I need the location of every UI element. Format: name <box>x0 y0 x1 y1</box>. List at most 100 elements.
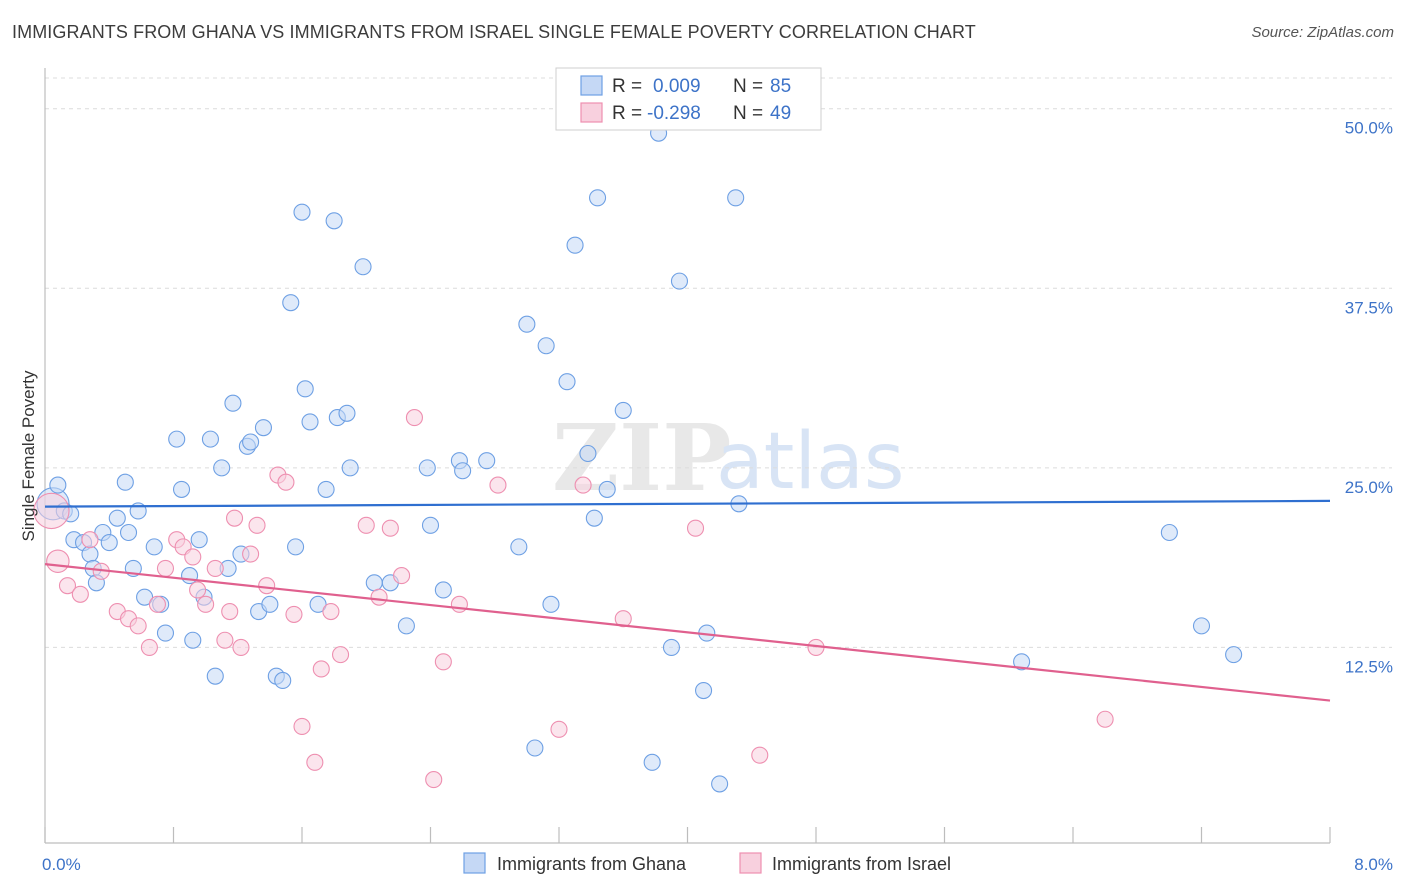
israel-point <box>331 646 350 664</box>
chart-title: IMMIGRANTS FROM GHANA VS IMMIGRANTS FROM… <box>12 22 976 42</box>
ghana-point <box>274 671 292 690</box>
israel-point <box>216 631 234 649</box>
bottom-legend-label-ghana: Immigrants from Ghana <box>497 854 687 874</box>
ghana-point <box>662 638 680 656</box>
israel-point <box>370 588 388 606</box>
legend-swatch-ghana <box>580 75 603 96</box>
ghana-point <box>119 523 138 542</box>
watermark-atlas: atlas <box>716 417 905 507</box>
legend-r-value-ghana: 0.009 <box>653 76 701 97</box>
israel-point <box>686 519 705 537</box>
bottom-legend-swatch-ghana <box>463 852 486 874</box>
ghana-point <box>454 462 472 480</box>
ghana-point <box>585 509 603 527</box>
legend-r-label-israel: R = <box>612 103 642 124</box>
legend-n-label-ghana: N = <box>733 76 763 97</box>
ghana-point <box>365 574 383 592</box>
israel-point <box>450 595 468 613</box>
ghana-point <box>108 509 126 527</box>
legend-swatch-israel <box>580 102 603 123</box>
ghana-point <box>1225 646 1243 664</box>
y-tick-label: 50.0% <box>1345 119 1393 138</box>
ghana-point <box>296 380 314 398</box>
ghana-point <box>261 595 279 613</box>
legend-r-label-ghana: R = <box>612 76 642 97</box>
legend-n-label-israel: N = <box>733 103 763 124</box>
israel-point <box>81 531 99 549</box>
ghana-point <box>100 534 118 552</box>
ghana-point <box>418 459 436 477</box>
israel-point <box>550 720 568 738</box>
ghana-point <box>145 538 163 556</box>
ghana-point <box>397 617 415 635</box>
israel-point <box>285 605 303 623</box>
ghana-point <box>184 631 202 649</box>
israel-point <box>225 509 244 527</box>
ghana-point <box>354 258 372 276</box>
ghana-point <box>537 337 555 355</box>
ghana-point <box>711 775 729 793</box>
ghana-point <box>614 401 632 419</box>
axes <box>44 68 1331 844</box>
ghana-point <box>190 531 208 549</box>
ghana-point <box>254 419 273 437</box>
series-ghana-points <box>36 124 1243 793</box>
israel-point <box>184 548 202 566</box>
israel-point <box>71 585 89 603</box>
y-tick-label: 12.5% <box>1345 657 1393 676</box>
ghana-point <box>670 272 689 290</box>
ghana-point <box>168 430 186 448</box>
ghana-point <box>325 212 343 230</box>
ghana-point <box>287 538 305 556</box>
israel-point <box>489 476 507 494</box>
gridlines <box>45 77 1392 648</box>
ghana-point <box>579 444 597 463</box>
israel-point <box>614 610 632 628</box>
ghana-point <box>206 667 224 685</box>
ghana-point <box>224 394 242 412</box>
israel-point <box>434 653 452 671</box>
ghana-point <box>421 516 440 534</box>
x-tick-label-max: 8.0% <box>1354 855 1393 874</box>
israel-point <box>58 577 77 595</box>
israel-trend-line <box>44 563 1331 702</box>
israel-point <box>306 753 324 771</box>
israel-point <box>751 746 769 764</box>
israel-point <box>197 595 215 613</box>
israel-point <box>357 516 375 534</box>
israel-point <box>277 473 295 491</box>
israel-point <box>258 577 276 595</box>
legend-r-value-israel: -0.298 <box>647 103 701 124</box>
israel-point <box>206 559 224 577</box>
y-axis-label: Single Female Poverty <box>19 370 38 542</box>
ghana-point <box>201 430 219 448</box>
israel-point <box>381 519 399 537</box>
y-tick-label: 37.5% <box>1345 298 1393 317</box>
ghana-point <box>558 373 576 391</box>
ghana-point <box>317 480 335 498</box>
ghana-point <box>213 459 231 477</box>
israel-point <box>322 602 340 621</box>
israel-point <box>189 581 207 599</box>
ghana-point <box>695 681 713 700</box>
ghana-point <box>309 595 327 613</box>
ghana-point <box>156 624 175 642</box>
ghana-point <box>542 595 560 613</box>
ghana-point <box>643 753 661 771</box>
series-legend: Immigrants from Ghana Immigrants from Is… <box>463 852 951 874</box>
bottom-legend-swatch-israel <box>739 852 762 874</box>
israel-point <box>574 476 592 494</box>
israel-point <box>148 595 166 613</box>
legend-n-value-israel: 49 <box>770 103 791 124</box>
y-tick-label: 25.0% <box>1345 478 1393 497</box>
ghana-point <box>338 404 356 422</box>
israel-point <box>393 567 411 585</box>
ghana-point <box>242 433 260 451</box>
ghana-point <box>49 476 67 494</box>
legend-n-value-ghana: 85 <box>770 76 791 97</box>
israel-point <box>232 638 250 656</box>
source-label: Source: ZipAtlas.com <box>1251 24 1394 41</box>
ghana-trend-line <box>44 499 1331 508</box>
israel-point <box>425 771 443 789</box>
